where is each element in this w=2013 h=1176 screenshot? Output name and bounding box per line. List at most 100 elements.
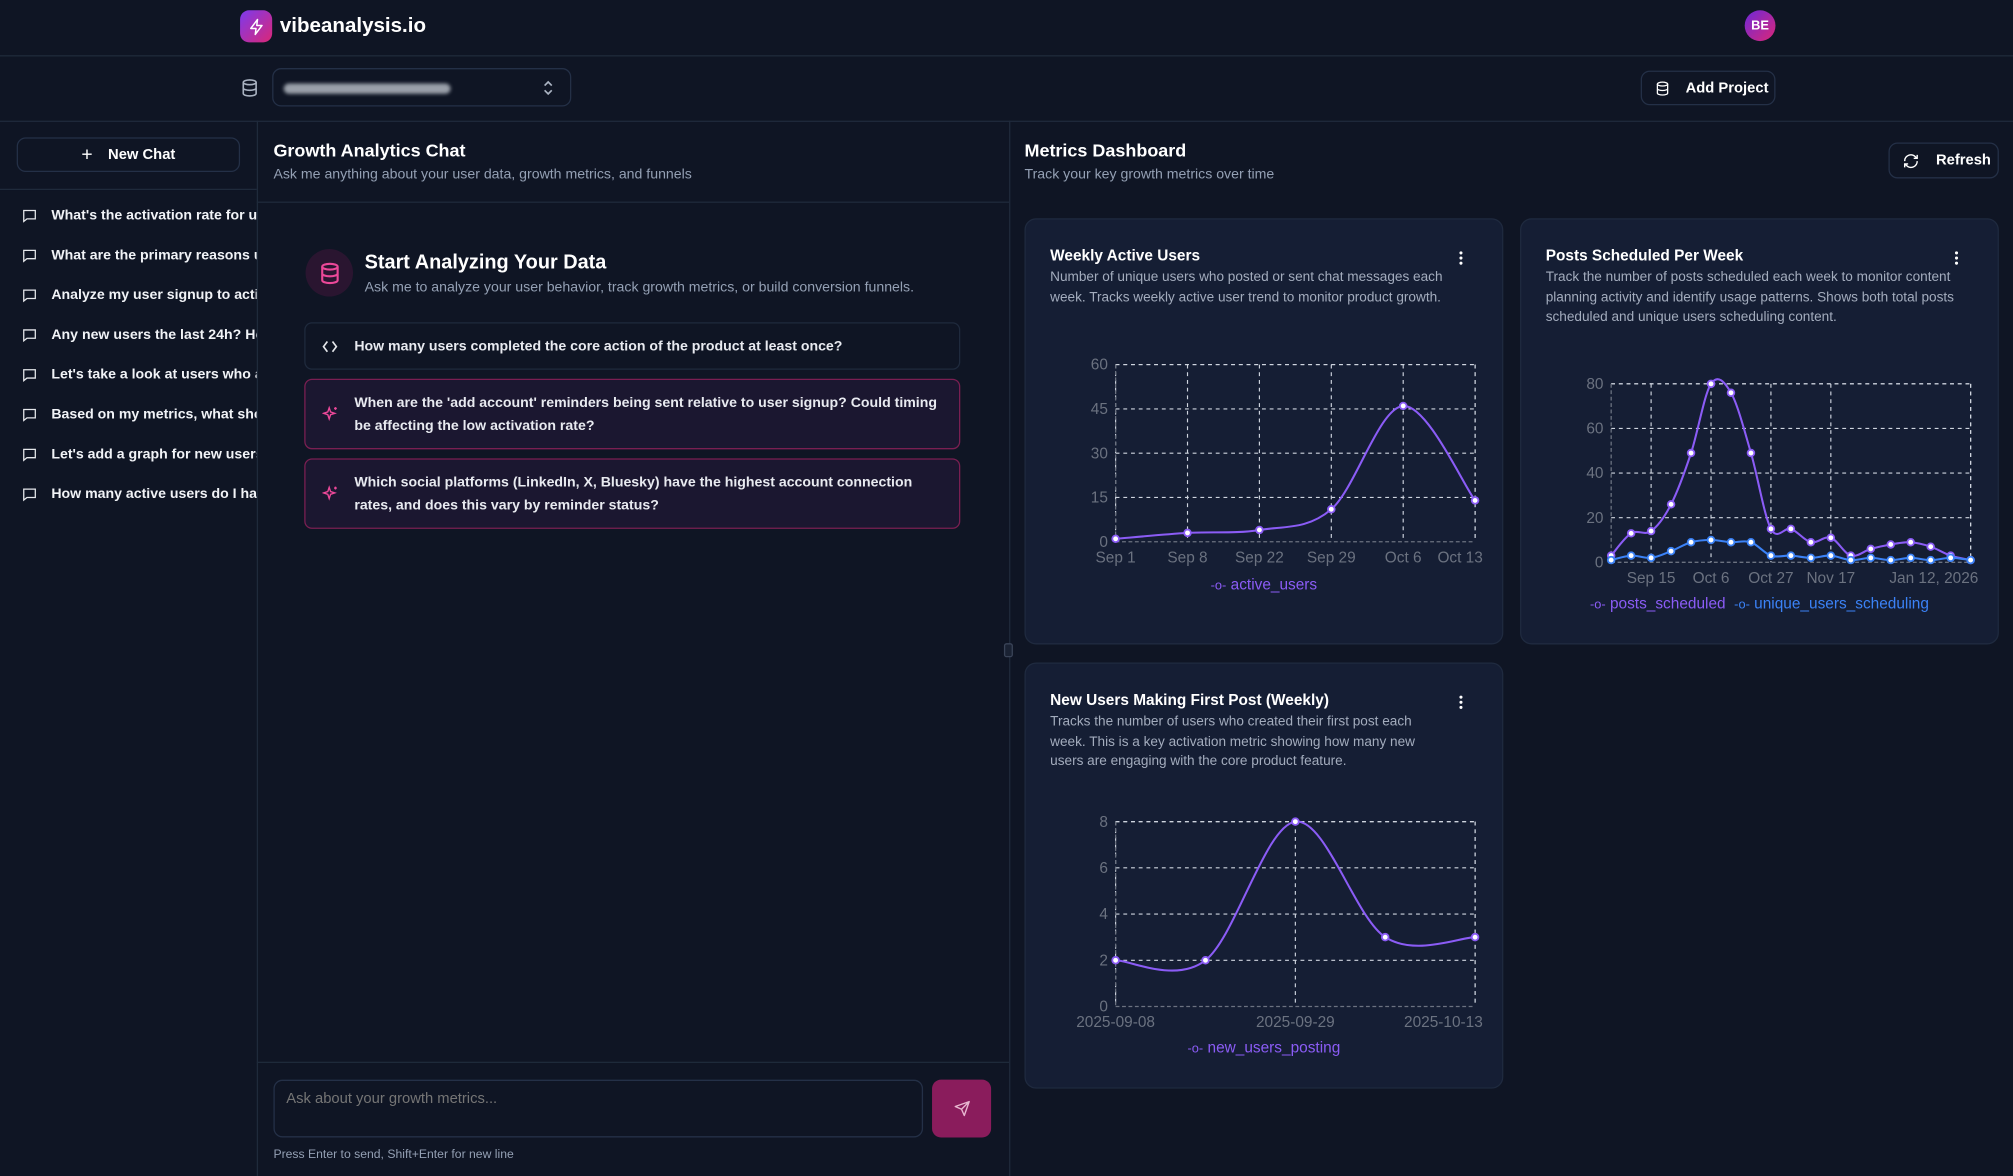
data-point-unique_users_scheduling <box>1866 553 1876 563</box>
weekly-active-users-chart: 0 15 30 45 60 Sep 1 Sep 8 Sep 22 Sep 29 Oct 6 Oct … <box>1091 357 1483 567</box>
resize-handle[interactable] <box>1003 643 1013 658</box>
suggestion-0[interactable]: How many users completed the core action… <box>304 322 961 370</box>
y-tick-label: 80 <box>1586 376 1603 393</box>
y-tick-label: 15 <box>1091 490 1108 507</box>
x-tick-label: Sep 1 <box>1096 549 1136 566</box>
brand-name: vibeanalysis.io <box>279 14 427 37</box>
data-point-unique_users_scheduling <box>1806 553 1816 563</box>
y-tick-label: 4 <box>1099 906 1108 923</box>
data-point-unique_users_scheduling <box>1766 551 1776 560</box>
chat-history-item[interactable]: Let's add a graph for new users <box>0 442 257 468</box>
data-point-posts_scheduled <box>1906 537 1915 547</box>
suggestion-1[interactable]: When are the 'add account' reminders bei… <box>304 378 961 450</box>
data-point-unique_users_scheduling <box>1846 555 1856 565</box>
data-point-posts_scheduled <box>1926 542 1935 551</box>
composer-hint: Press Enter to send, Shift+Enter for new… <box>273 1147 514 1162</box>
series-line-active_users <box>1115 404 1476 540</box>
data-point-unique_users_scheduling <box>1746 537 1756 547</box>
more-options-icon[interactable] <box>1458 695 1463 710</box>
card-title: New Users Making First Post (Weekly) <box>1050 690 1329 709</box>
toolbar-divider <box>0 120 2013 122</box>
x-tick-label: 2025-09-29 <box>1256 1014 1335 1031</box>
dashboard-subtitle: Track your key growth metrics over time <box>1024 166 1275 183</box>
data-point-posts_scheduled <box>1746 448 1756 458</box>
chat-history-label: Based on my metrics, what should <box>51 406 256 423</box>
data-point-unique_users_scheduling <box>1786 551 1796 560</box>
legend-new-users-posting[interactable]: new_users_posting <box>1207 1038 1341 1057</box>
data-point-unique_users_scheduling <box>1706 535 1716 545</box>
x-tick-label: Sep 22 <box>1235 549 1284 566</box>
y-tick-label: 40 <box>1586 465 1603 482</box>
message-square-icon <box>23 448 36 462</box>
chart-legend: -o- posts_scheduled -o- unique_users_sch… <box>1521 594 1997 612</box>
header-divider <box>0 55 2013 57</box>
chat-input[interactable] <box>273 1079 924 1138</box>
send-button[interactable] <box>932 1079 992 1138</box>
suggestion-text: How many users completed the core action… <box>354 338 843 354</box>
new-users-first-post-chart: 0 2 4 6 8 2025-09-08 2025-09-29 2025-10-13 <box>1076 814 1483 1031</box>
x-tick-label: Oct 6 <box>1693 570 1730 587</box>
chart-legend: -o- new_users_posting <box>1026 1039 1502 1057</box>
data-point-active_users <box>1398 401 1408 411</box>
add-project-button[interactable]: Add Project <box>1640 70 1776 106</box>
message-square-icon <box>23 488 36 502</box>
card-description: Number of unique users who posted or sen… <box>1050 269 1443 305</box>
data-point-posts_scheduled <box>1626 529 1636 538</box>
sidebar-divider <box>0 188 257 191</box>
legend-unique-users-scheduling[interactable]: unique_users_scheduling <box>1754 594 1929 613</box>
user-avatar[interactable]: BE <box>1744 10 1776 42</box>
sparkle-icon <box>306 405 355 423</box>
database-icon <box>1656 80 1669 96</box>
sparkle-icon <box>306 485 355 502</box>
x-tick-label: 2025-09-08 <box>1076 1014 1155 1031</box>
y-tick-label: 45 <box>1091 401 1108 418</box>
chat-history-item[interactable]: Let's take a look at users who are <box>0 362 257 388</box>
project-select[interactable] <box>272 68 572 107</box>
chat-history-item[interactable]: What are the primary reasons users <box>0 243 257 269</box>
y-tick-label: 0 <box>1595 554 1604 571</box>
legend-marker-icon: -o- <box>1187 1042 1204 1057</box>
card-title: Weekly Active Users <box>1050 246 1201 265</box>
database-icon <box>242 79 257 97</box>
data-point-new_users_posting <box>1201 956 1210 965</box>
metric-card-new-users-first-post: 0 2 4 6 8 2025-09-08 2025-09-29 2025-10-13 New … <box>1024 662 1504 1089</box>
legend-marker-icon: -o- <box>1589 598 1606 613</box>
legend-posts-scheduled[interactable]: posts_scheduled <box>1609 594 1726 613</box>
data-point-unique_users_scheduling <box>1626 551 1636 560</box>
suggestion-2[interactable]: Which social platforms (LinkedIn, X, Blu… <box>304 458 961 529</box>
metric-card-weekly-active-users: 0 15 30 45 60 Sep 1 Sep 8 Sep 22 Sep 29 Oct 6 Oct … <box>1024 218 1504 645</box>
y-tick-label: 20 <box>1586 510 1603 527</box>
y-tick-label: 60 <box>1586 421 1603 438</box>
chat-history-item[interactable]: What's the activation rate for users <box>0 203 257 229</box>
data-point-unique_users_scheduling <box>1726 537 1736 547</box>
new-chat-label: New Chat <box>108 146 176 163</box>
more-options-icon[interactable] <box>1954 250 1959 265</box>
legend-active-users[interactable]: active_users <box>1230 575 1318 594</box>
chat-history-label: Analyze my user signup to activation <box>51 287 256 303</box>
data-point-active_users <box>1183 528 1192 538</box>
logo[interactable]: vibeanalysis.io <box>240 10 427 43</box>
chat-history-item[interactable]: How many active users do I have <box>0 481 257 507</box>
data-point-posts_scheduled <box>1646 526 1656 536</box>
x-tick-label: Oct 27 <box>1748 570 1793 587</box>
data-point-posts_scheduled <box>1786 524 1796 534</box>
chat-header-divider <box>256 201 1010 203</box>
sidebar-border <box>256 120 259 1176</box>
data-point-unique_users_scheduling <box>1906 553 1915 563</box>
data-point-new_users_posting <box>1291 817 1300 826</box>
data-point-new_users_posting <box>1470 932 1480 942</box>
chat-history-item[interactable]: Any new users the last 24h? How <box>0 322 257 348</box>
new-chat-button[interactable]: + New Chat <box>16 137 241 173</box>
data-point-posts_scheduled <box>1706 379 1716 389</box>
chat-history-item[interactable]: Analyze my user signup to activation <box>0 282 257 308</box>
data-point-posts_scheduled <box>1826 533 1836 543</box>
refresh-button[interactable]: Refresh <box>1888 142 1999 179</box>
data-point-posts_scheduled <box>1886 540 1895 549</box>
code-icon <box>306 340 355 353</box>
data-point-new_users_posting <box>1111 956 1120 965</box>
plus-icon: + <box>81 143 93 166</box>
chat-history-label: What are the primary reasons users <box>51 247 256 264</box>
more-options-icon[interactable] <box>1458 250 1463 265</box>
chat-history-item[interactable]: Based on my metrics, what should <box>0 402 257 428</box>
message-square-icon <box>23 209 36 223</box>
